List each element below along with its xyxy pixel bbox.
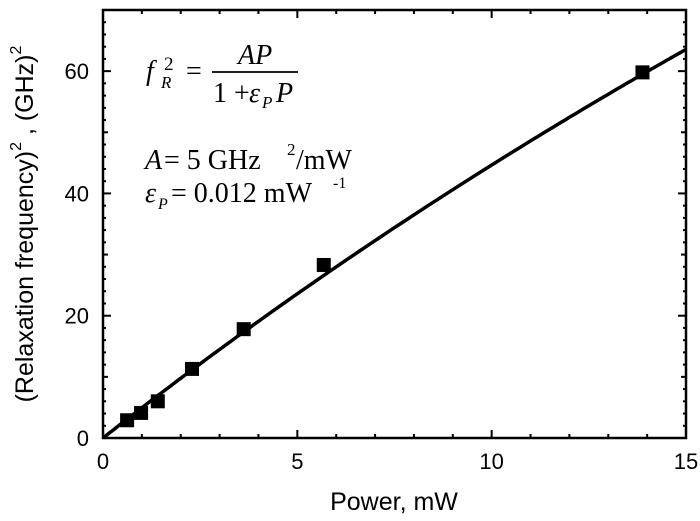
plot-frame [101, 8, 688, 440]
data-point [134, 405, 149, 420]
eq-f-sup: 2 [164, 54, 174, 75]
data-point [316, 257, 331, 272]
eq-f: f [146, 56, 157, 87]
eq-equals: = [186, 56, 202, 87]
axis-ticks [102, 9, 687, 439]
svg-text:(Relaxation frequency)2 , (GHz: (Relaxation frequency)2 , (GHz)2 [8, 45, 39, 402]
data-point [635, 65, 650, 80]
param-a-sup: 2 [287, 140, 296, 159]
param-a-lhs: A [143, 145, 163, 176]
y-title-unit-sup: 2 [8, 45, 25, 54]
data-point [185, 361, 200, 376]
eq-denominator-1: 1 + [213, 78, 250, 109]
param-eps-rhs: = 0.012 mW [171, 178, 313, 209]
x-tick-label: 10 [479, 449, 503, 474]
y-title-unit: (GHz) [11, 54, 39, 121]
x-tick-label: 15 [674, 449, 698, 474]
param-eps-lhs: ε [145, 178, 156, 209]
y-tick-label: 40 [65, 181, 89, 206]
eq-denominator-eps: ε [249, 78, 260, 109]
eq-numerator: AP [236, 40, 272, 71]
y-title-comma: , [11, 121, 39, 142]
param-a-tail: /mW [296, 145, 353, 176]
y-tick-label: 60 [65, 59, 89, 84]
param-a-rhs: = 5 GHz [164, 145, 261, 176]
y-tick-label: 20 [65, 304, 89, 329]
eq-f-sub: R [160, 73, 172, 92]
param-eps-sub: P [157, 196, 168, 213]
data-point [150, 394, 165, 409]
data-markers [120, 65, 650, 428]
x-axis-title: Power, mW [330, 488, 458, 516]
tick-labels: 0 5 10 15 0 20 40 60 [65, 59, 699, 474]
eq-denominator-sub: P [261, 93, 272, 112]
y-title-main: (Relaxation frequency) [11, 151, 39, 403]
y-title-sup: 2 [8, 142, 25, 151]
params-annotation: A = 5 GHz 2 /mW ε P = 0.012 mW -1 [143, 140, 353, 213]
y-axis-title: (Relaxation frequency)2 , (GHz)2 [8, 45, 39, 402]
equation-annotation: f 2 R = AP 1 + ε P P [146, 40, 298, 112]
data-point [236, 322, 251, 337]
x-tick-label: 0 [97, 449, 109, 474]
param-eps-sup: -1 [333, 175, 346, 192]
eq-denominator-P: P [275, 78, 293, 109]
x-tick-label: 5 [291, 449, 303, 474]
y-tick-label: 0 [77, 426, 89, 451]
data-point [120, 413, 135, 428]
fit-curve [101, 47, 687, 440]
